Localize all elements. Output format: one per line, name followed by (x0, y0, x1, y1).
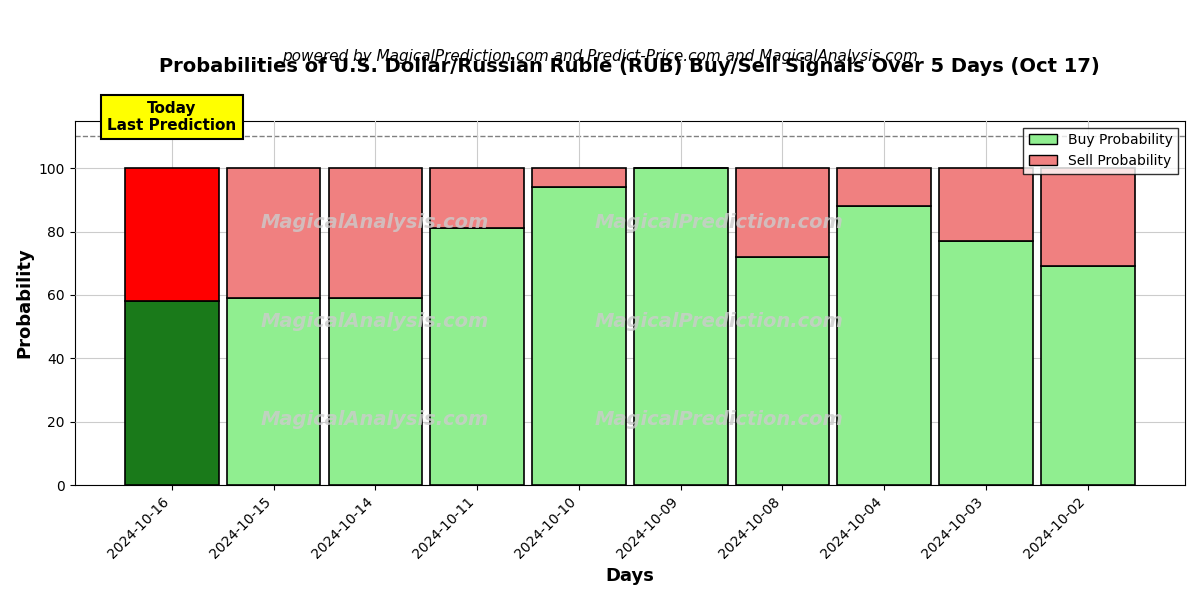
Text: Today
Last Prediction: Today Last Prediction (107, 101, 236, 133)
Bar (736, 257, 829, 485)
Bar (1040, 168, 1134, 266)
X-axis label: Days: Days (605, 567, 654, 585)
Bar (125, 301, 218, 485)
Bar (329, 168, 422, 298)
Bar (125, 168, 218, 301)
Bar (431, 229, 524, 485)
Title: Probabilities of U.S. Dollar/Russian Ruble (RUB) Buy/Sell Signals Over 5 Days (O: Probabilities of U.S. Dollar/Russian Rub… (160, 57, 1100, 76)
Bar (532, 168, 625, 187)
Bar (1040, 266, 1134, 485)
Bar (838, 168, 931, 206)
Bar (940, 168, 1033, 241)
Text: MagicalPrediction.com: MagicalPrediction.com (594, 213, 844, 232)
Bar (838, 206, 931, 485)
Bar (227, 298, 320, 485)
Text: powered by MagicalPrediction.com and Predict-Price.com and MagicalAnalysis.com: powered by MagicalPrediction.com and Pre… (282, 49, 918, 64)
Y-axis label: Probability: Probability (16, 248, 34, 358)
Bar (736, 168, 829, 257)
Bar (227, 168, 320, 298)
Legend: Buy Probability, Sell Probability: Buy Probability, Sell Probability (1024, 128, 1178, 173)
Bar (532, 187, 625, 485)
Text: MagicalAnalysis.com: MagicalAnalysis.com (260, 311, 488, 331)
Text: MagicalAnalysis.com: MagicalAnalysis.com (260, 213, 488, 232)
Bar (431, 168, 524, 229)
Text: MagicalAnalysis.com: MagicalAnalysis.com (260, 410, 488, 429)
Text: MagicalPrediction.com: MagicalPrediction.com (594, 410, 844, 429)
Bar (329, 298, 422, 485)
Bar (634, 168, 727, 485)
Text: MagicalPrediction.com: MagicalPrediction.com (594, 311, 844, 331)
Bar (940, 241, 1033, 485)
